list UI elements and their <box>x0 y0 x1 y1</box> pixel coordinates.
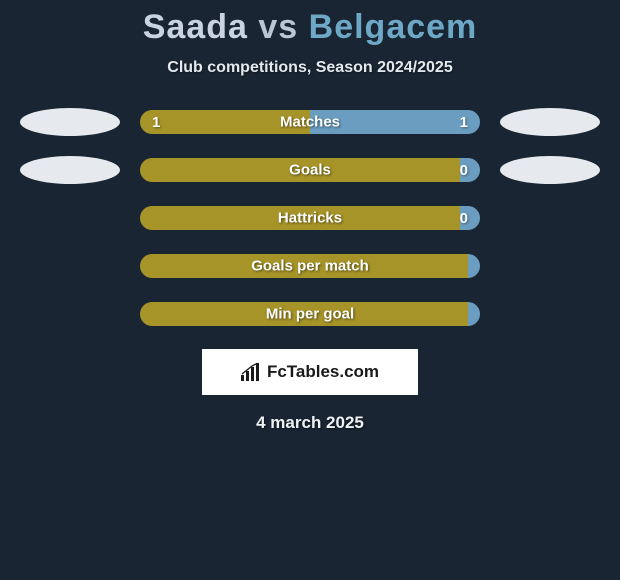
player2-name: Belgacem <box>309 8 478 46</box>
stat-row: 0Goals <box>0 157 620 183</box>
stat-bar: 0Goals <box>140 158 480 182</box>
player1-name: Saada <box>143 8 248 46</box>
stat-row: 11Matches <box>0 109 620 135</box>
stat-bar-right: 0 <box>460 206 480 230</box>
player1-oval-icon <box>20 108 120 136</box>
stat-bar: Min per goal <box>140 302 480 326</box>
stat-bar-right <box>468 302 480 326</box>
stat-bar: 11Matches <box>140 110 480 134</box>
bar-chart-icon <box>241 363 261 381</box>
stat-row: Min per goal <box>0 301 620 327</box>
stat-row: Goals per match <box>0 253 620 279</box>
stat-bar-right: 0 <box>460 158 480 182</box>
stat-bar-left <box>140 158 460 182</box>
player1-oval-icon <box>20 156 120 184</box>
stat-row: 0Hattricks <box>0 205 620 231</box>
stat-right-value: 0 <box>460 162 468 179</box>
subtitle: Club competitions, Season 2024/2025 <box>0 59 620 77</box>
player2-oval-icon <box>500 300 600 328</box>
stat-left-value: 1 <box>152 114 160 131</box>
stat-bar-left: 1 <box>140 110 310 134</box>
player2-oval-icon <box>500 204 600 232</box>
player1-oval-icon <box>20 252 120 280</box>
stat-bar: Goals per match <box>140 254 480 278</box>
stat-bar-right <box>468 254 480 278</box>
stat-bar-left <box>140 206 460 230</box>
stat-bar-left <box>140 254 468 278</box>
branding-text: FcTables.com <box>267 362 379 382</box>
infographic-container: Saada vs Belgacem Club competitions, Sea… <box>0 0 620 433</box>
stats-list: 11Matches0Goals0HattricksGoals per match… <box>0 109 620 327</box>
player1-oval-icon <box>20 204 120 232</box>
page-title: Saada vs Belgacem <box>0 8 620 47</box>
stat-right-value: 1 <box>460 114 468 131</box>
vs-text: vs <box>258 8 298 46</box>
stat-bar-left <box>140 302 468 326</box>
player2-oval-icon <box>500 108 600 136</box>
player1-oval-icon <box>20 300 120 328</box>
stat-right-value: 0 <box>460 210 468 227</box>
branding-badge: FcTables.com <box>202 349 418 395</box>
player2-oval-icon <box>500 156 600 184</box>
player2-oval-icon <box>500 252 600 280</box>
date-text: 4 march 2025 <box>0 413 620 433</box>
stat-bar-right: 1 <box>310 110 480 134</box>
stat-bar: 0Hattricks <box>140 206 480 230</box>
